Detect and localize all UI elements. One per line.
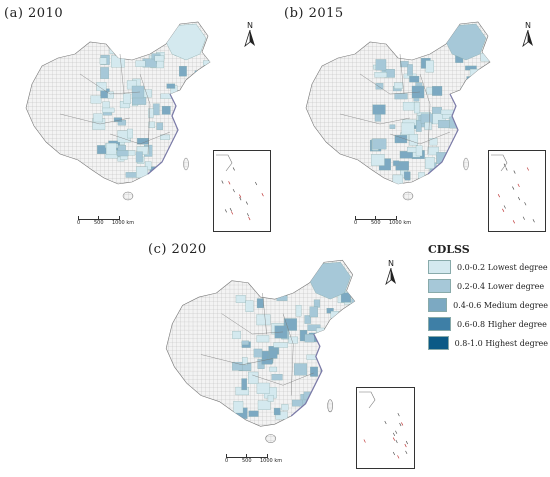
panel-title: (a) 2010	[4, 6, 64, 21]
legend-item-higher: 0.6-0.8 Higher degree	[428, 316, 548, 332]
china-map	[305, 21, 491, 201]
map-panel-2020: (c) 2020 N 0 500 1000 km	[140, 240, 420, 477]
panel-title: (c) 2020	[148, 242, 207, 257]
legend-swatch	[428, 279, 451, 293]
legend-title: CDLSS	[428, 243, 470, 256]
legend-swatch	[428, 317, 451, 331]
south-china-sea-inset	[356, 387, 415, 469]
map-panel-2010: (a) 2010 N 0 500 1000 km	[0, 0, 275, 235]
legend-swatch	[428, 336, 449, 350]
north-arrow-icon: N	[383, 260, 399, 290]
scale-bar: 0 500 1000 km	[225, 454, 282, 466]
north-arrow-icon: N	[520, 22, 536, 52]
south-china-sea-inset	[213, 150, 271, 232]
legend-swatch	[428, 260, 451, 274]
south-china-sea-inset	[488, 150, 546, 232]
scale-bar: 0 500 1000 km	[354, 216, 411, 228]
legend-item-medium: 0.4-0.6 Medium degree	[428, 297, 548, 313]
legend-item-lowest: 0.0-0.2 Lowest degree	[428, 259, 548, 275]
china-map	[25, 21, 211, 201]
map-panel-2015: (b) 2015 N 0 500 1000 km	[275, 0, 550, 235]
north-arrow-icon: N	[242, 22, 258, 52]
legend: CDLSS 0.0-0.2 Lowest degree 0.2-0.4 Lowe…	[428, 243, 548, 354]
panel-title: (b) 2015	[284, 6, 344, 21]
legend-item-lower: 0.2-0.4 Lower degree	[428, 278, 548, 294]
scale-bar: 0 500 1000 km	[77, 216, 134, 228]
legend-swatch	[428, 298, 448, 312]
legend-item-highest: 0.8-1.0 Highest degree	[428, 335, 548, 351]
china-map	[165, 259, 356, 443]
